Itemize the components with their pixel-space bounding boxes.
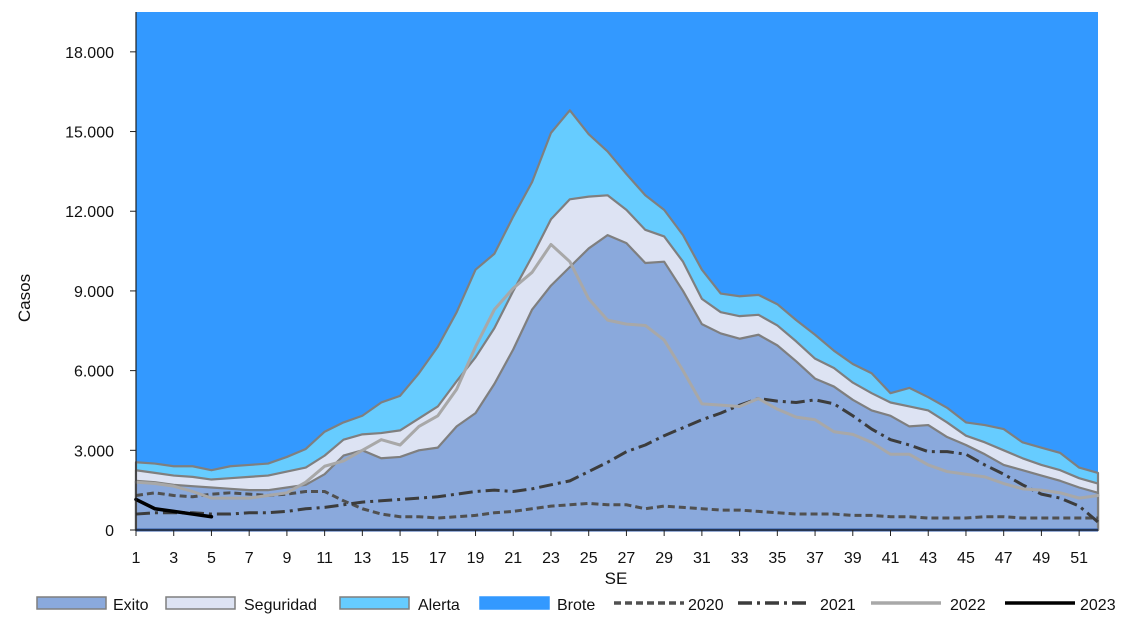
y-tick-label: 9.000 xyxy=(74,284,114,301)
x-tick-label: 17 xyxy=(429,550,447,567)
legend-label-2020: 2020 xyxy=(688,597,724,614)
x-tick-label: 5 xyxy=(207,550,216,567)
series-lines xyxy=(134,242,1100,524)
line-2022 xyxy=(134,242,1100,500)
legend-swatch-alerta xyxy=(339,596,410,610)
x-tick-label: 41 xyxy=(882,550,900,567)
y-tick-label: 0 xyxy=(105,523,114,540)
legend-label-2021: 2021 xyxy=(820,597,856,614)
legend: Exito Seguridad Alerta Brote 2020 2021 2022 202… xyxy=(36,596,1116,614)
x-tick-label: 15 xyxy=(391,550,409,567)
legend-label-alerta: Alerta xyxy=(418,597,460,614)
legend-swatch-exito xyxy=(36,596,107,610)
axes: Casos SE xyxy=(15,12,1098,588)
x-tick-label: 1 xyxy=(132,550,141,567)
x-tick-label: 29 xyxy=(655,550,673,567)
y-axis-title: Casos xyxy=(15,274,34,322)
y-tick-label: 12.000 xyxy=(65,204,114,221)
plot-area xyxy=(134,12,1100,532)
x-tick-label: 19 xyxy=(467,550,485,567)
x-tick-label: 43 xyxy=(919,550,937,567)
y-tick-label: 18.000 xyxy=(65,45,114,62)
y-tick-label: 6.000 xyxy=(74,364,114,381)
line-2021 xyxy=(135,397,1099,524)
legend-swatch-seguridad xyxy=(165,596,236,610)
y-tick-label: 3.000 xyxy=(74,443,114,460)
legend-swatch-brote xyxy=(479,596,550,610)
x-axis-title: SE xyxy=(605,569,628,588)
x-tick-label: 47 xyxy=(995,550,1013,567)
legend-label-exito: Exito xyxy=(113,597,149,614)
y-tick-labels: 0 3.000 6.000 9.000 12.000 15.000 18.000 xyxy=(65,45,136,540)
x-tick-label: 23 xyxy=(542,550,560,567)
x-tick-label: 33 xyxy=(731,550,749,567)
x-tick-label: 3 xyxy=(169,550,178,567)
line-2020 xyxy=(135,489,1098,520)
x-tick-label: 9 xyxy=(282,550,291,567)
x-tick-label: 27 xyxy=(618,550,636,567)
x-tick-labels: 1 3 5 7 9 11 13 15 17 19 21 23 25 27 29 31 33 35 37 39 41 43 4… xyxy=(132,530,1088,567)
x-tick-label: 21 xyxy=(504,550,522,567)
x-tick-label: 37 xyxy=(806,550,824,567)
x-tick-label: 35 xyxy=(768,550,786,567)
legend-label-2023: 2023 xyxy=(1080,597,1116,614)
x-tick-label: 7 xyxy=(245,550,254,567)
area-exito xyxy=(134,234,1100,532)
y-tick-label: 15.000 xyxy=(65,125,114,142)
x-tick-label: 25 xyxy=(580,550,598,567)
x-tick-label: 49 xyxy=(1033,550,1051,567)
legend-label-seguridad: Seguridad xyxy=(244,597,317,614)
x-tick-label: 39 xyxy=(844,550,862,567)
x-tick-label: 45 xyxy=(957,550,975,567)
x-tick-label: 31 xyxy=(693,550,711,567)
x-tick-label: 13 xyxy=(353,550,371,567)
line-2023 xyxy=(134,497,214,519)
x-tick-label: 51 xyxy=(1070,550,1088,567)
legend-label-brote: Brote xyxy=(557,597,595,614)
legend-label-2022: 2022 xyxy=(950,597,986,614)
x-tick-label: 11 xyxy=(316,550,333,567)
